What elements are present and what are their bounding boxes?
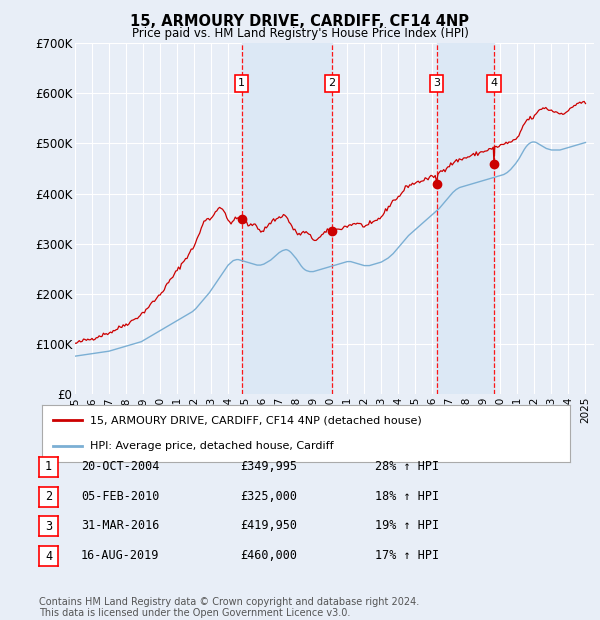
Text: 15, ARMOURY DRIVE, CARDIFF, CF14 4NP (detached house): 15, ARMOURY DRIVE, CARDIFF, CF14 4NP (de…	[89, 415, 421, 425]
Text: 28% ↑ HPI: 28% ↑ HPI	[375, 460, 439, 472]
Text: 1: 1	[238, 79, 245, 89]
Text: 31-MAR-2016: 31-MAR-2016	[81, 520, 160, 532]
Text: 15, ARMOURY DRIVE, CARDIFF, CF14 4NP: 15, ARMOURY DRIVE, CARDIFF, CF14 4NP	[131, 14, 470, 29]
Text: 3: 3	[433, 79, 440, 89]
Text: 16-AUG-2019: 16-AUG-2019	[81, 549, 160, 562]
Text: Price paid vs. HM Land Registry's House Price Index (HPI): Price paid vs. HM Land Registry's House …	[131, 27, 469, 40]
Text: £349,995: £349,995	[240, 460, 297, 472]
Text: 19% ↑ HPI: 19% ↑ HPI	[375, 520, 439, 532]
Text: £325,000: £325,000	[240, 490, 297, 502]
Text: 17% ↑ HPI: 17% ↑ HPI	[375, 549, 439, 562]
Text: 2: 2	[328, 79, 335, 89]
Bar	[242, 43, 332, 394]
Text: 4: 4	[45, 550, 52, 562]
Bar	[437, 43, 494, 394]
Text: 2: 2	[45, 490, 52, 503]
Text: 18% ↑ HPI: 18% ↑ HPI	[375, 490, 439, 502]
Text: 20-OCT-2004: 20-OCT-2004	[81, 460, 160, 472]
Text: HPI: Average price, detached house, Cardiff: HPI: Average price, detached house, Card…	[89, 441, 333, 451]
Text: £419,950: £419,950	[240, 520, 297, 532]
Text: 05-FEB-2010: 05-FEB-2010	[81, 490, 160, 502]
Text: 3: 3	[45, 520, 52, 533]
Text: 4: 4	[490, 79, 497, 89]
Text: Contains HM Land Registry data © Crown copyright and database right 2024.
This d: Contains HM Land Registry data © Crown c…	[39, 596, 419, 618]
Text: 1: 1	[45, 461, 52, 473]
Text: £460,000: £460,000	[240, 549, 297, 562]
